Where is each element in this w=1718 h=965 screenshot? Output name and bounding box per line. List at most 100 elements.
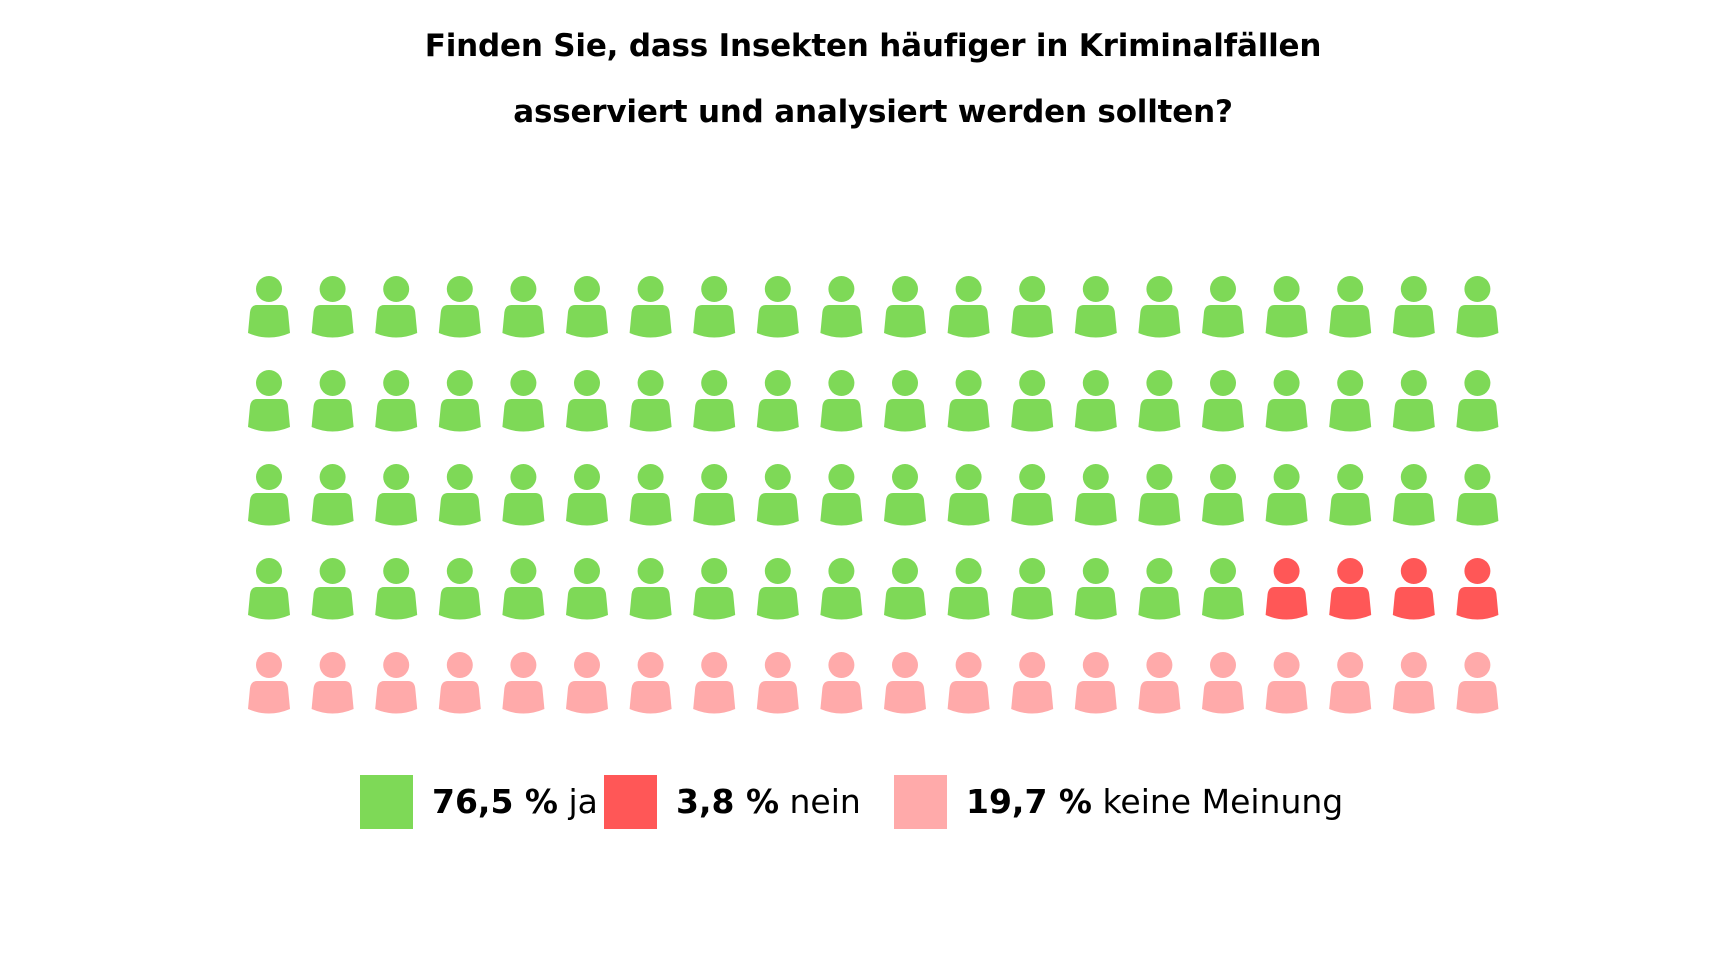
person-body — [1392, 681, 1435, 714]
person-icon — [438, 558, 481, 620]
person-body — [248, 305, 290, 338]
person-icon — [438, 464, 481, 526]
person-icon — [248, 558, 290, 620]
person-head — [319, 370, 346, 396]
person-body — [1202, 399, 1244, 432]
person-body — [502, 399, 545, 432]
person-icon — [1329, 652, 1372, 714]
person-head — [892, 276, 918, 302]
person-icon — [1074, 464, 1117, 526]
person-head — [1464, 464, 1491, 490]
person-head — [319, 276, 346, 302]
person-head — [510, 370, 537, 396]
person-body — [1392, 493, 1435, 526]
person-icon — [1265, 370, 1308, 432]
person-icon — [1011, 558, 1054, 620]
person-head — [1210, 276, 1236, 302]
person-head — [892, 370, 918, 396]
person-body — [693, 681, 736, 714]
person-head — [1146, 652, 1173, 678]
person-body — [947, 399, 990, 432]
person-body — [1202, 681, 1244, 714]
person-body — [947, 493, 990, 526]
person-icon — [693, 652, 736, 714]
person-icon — [1074, 370, 1117, 432]
person-icon — [1011, 464, 1054, 526]
person-icon — [375, 558, 418, 620]
person-icon — [248, 464, 290, 526]
person-head — [574, 652, 600, 678]
person-head — [1210, 652, 1236, 678]
person-head — [383, 558, 410, 584]
person-icon — [947, 464, 990, 526]
person-head — [764, 652, 791, 678]
person-head — [701, 370, 728, 396]
person-icon — [820, 464, 863, 526]
person-body — [566, 681, 608, 714]
person-body — [884, 305, 926, 338]
person-icon — [629, 464, 672, 526]
person-body — [1456, 587, 1499, 620]
person-body — [375, 493, 418, 526]
person-icon — [1202, 370, 1244, 432]
person-head — [1210, 464, 1236, 490]
person-body — [1074, 493, 1117, 526]
legend-swatch-nein — [604, 775, 657, 829]
person-body — [1074, 305, 1117, 338]
person-icon — [884, 464, 926, 526]
person-icon — [566, 652, 608, 714]
person-icon — [311, 464, 354, 526]
person-body — [820, 493, 863, 526]
person-head — [256, 464, 282, 490]
person-icon — [1329, 558, 1372, 620]
person-head — [955, 464, 982, 490]
person-icon — [756, 276, 799, 338]
person-body — [1456, 305, 1499, 338]
person-icon — [1392, 558, 1435, 620]
person-head — [955, 370, 982, 396]
person-body — [1329, 587, 1372, 620]
person-head — [764, 370, 791, 396]
person-body — [947, 305, 990, 338]
person-icon — [438, 370, 481, 432]
person-body — [248, 493, 290, 526]
person-icon — [438, 276, 481, 338]
person-head — [828, 464, 855, 490]
person-body — [1265, 681, 1308, 714]
person-head — [955, 276, 982, 302]
person-icon — [375, 276, 418, 338]
person-icon — [693, 558, 736, 620]
person-body — [884, 493, 926, 526]
person-icon — [566, 464, 608, 526]
person-icon — [820, 370, 863, 432]
person-head — [446, 558, 473, 584]
person-body — [1011, 305, 1054, 338]
person-body — [1392, 305, 1435, 338]
person-icon — [1138, 558, 1181, 620]
person-icon — [629, 370, 672, 432]
person-head — [1019, 464, 1046, 490]
person-head — [319, 558, 346, 584]
person-head — [1019, 558, 1046, 584]
person-head — [701, 276, 728, 302]
person-body — [884, 681, 926, 714]
person-icon — [629, 652, 672, 714]
person-icon — [629, 558, 672, 620]
person-head — [383, 276, 410, 302]
person-body — [502, 587, 545, 620]
person-body — [566, 399, 608, 432]
person-body — [756, 399, 799, 432]
person-head — [446, 276, 473, 302]
person-body — [1074, 399, 1117, 432]
person-body — [1074, 587, 1117, 620]
person-icon — [311, 652, 354, 714]
person-body — [629, 587, 672, 620]
person-icon — [756, 464, 799, 526]
person-head — [637, 652, 664, 678]
person-body — [375, 587, 418, 620]
person-body — [1138, 305, 1181, 338]
legend-item-keine-meinung: 19,7 % keine Meinung — [894, 775, 1343, 829]
person-icon — [1138, 276, 1181, 338]
person-head — [574, 464, 600, 490]
